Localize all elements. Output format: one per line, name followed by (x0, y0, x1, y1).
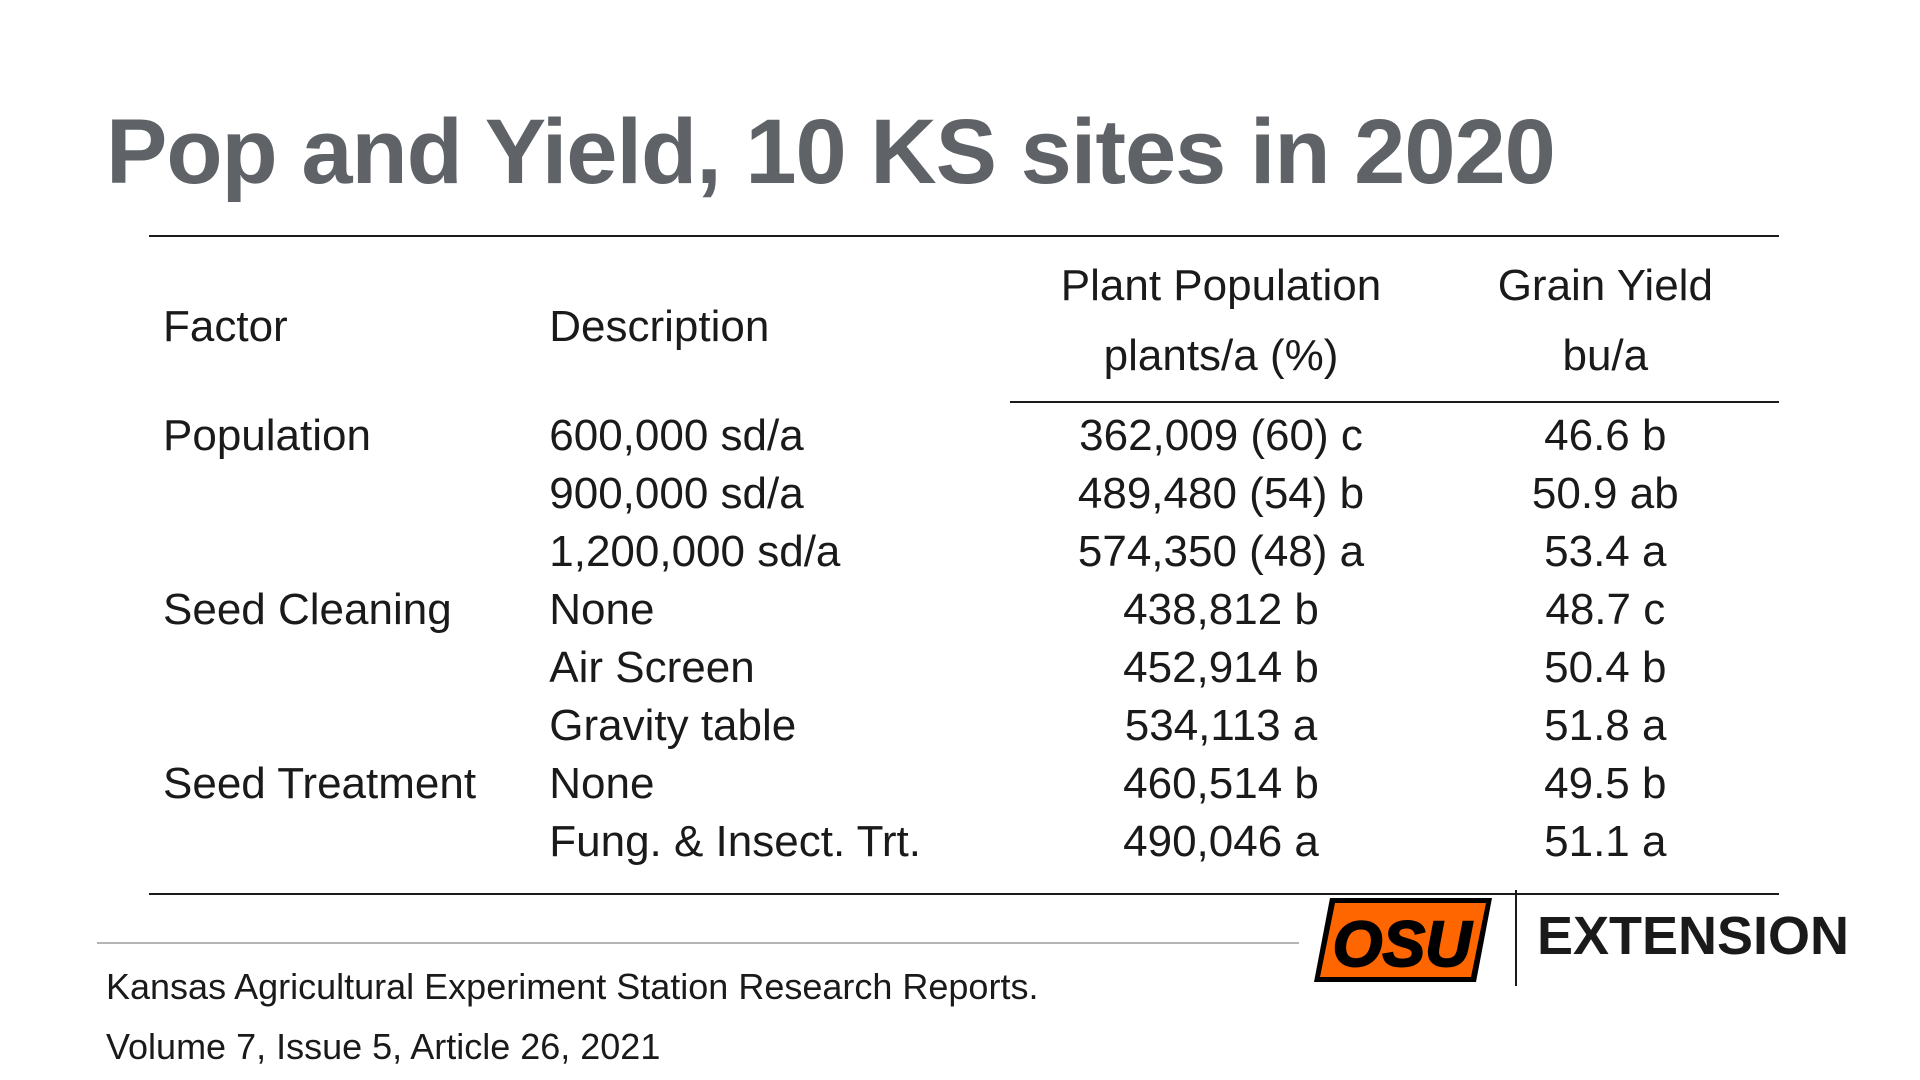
citation-line-2: Volume 7, Issue 5, Article 26, 2021 (106, 1026, 661, 1067)
data-table: Factor Description Plant Population Grai… (149, 235, 1779, 895)
cell-yield: 50.9 ab (1531, 469, 1679, 518)
cell-yield: 51.8 a (1544, 701, 1667, 750)
extension-label: EXTENSION (1537, 906, 1850, 966)
cell-description: None (549, 759, 655, 808)
cell-factor (149, 523, 535, 581)
header-description: Description (535, 235, 1011, 402)
cell-description: Air Screen (549, 643, 755, 692)
cell-factor: Population (163, 410, 371, 460)
table-row: 900,000 sd/a 489,480 (54) b 50.9 ab (149, 465, 1779, 523)
cell-yield: 50.4 b (1544, 643, 1667, 692)
table-row: Seed Cleaning None 438,812 b 48.7 c (149, 581, 1779, 639)
cell-yield: 53.4 a (1544, 527, 1667, 576)
table-row: Air Screen 452,914 b 50.4 b (149, 639, 1779, 697)
footer-divider (97, 942, 1299, 944)
cell-yield: 51.1 a (1431, 813, 1779, 895)
header-grain-yield: Grain Yield (1431, 235, 1779, 321)
table-row: Gravity table 534,113 a 51.8 a (149, 697, 1779, 755)
cell-population: 489,480 (54) b (1077, 469, 1365, 518)
cell-description: 900,000 sd/a (549, 469, 804, 518)
cell-factor: Seed Treatment (163, 759, 477, 808)
cell-yield: 49.5 b (1544, 759, 1667, 808)
cell-factor (149, 813, 536, 895)
table-row: Seed Treatment None 460,514 b 49.5 b (149, 755, 1779, 813)
header-grain-yield-unit: bu/a (1431, 321, 1779, 403)
cell-description: 600,000 sd/a (549, 410, 804, 460)
cell-yield: 46.6 b (1544, 411, 1667, 460)
cell-population: 452,914 b (1123, 643, 1319, 692)
table-row: Fung. & Insect. Trt. 490,046 a 51.1 a (149, 813, 1779, 895)
cell-population: 534,113 a (1124, 701, 1318, 750)
cell-population: 574,350 (48) a (1077, 527, 1365, 576)
header-plant-population-unit: plants/a (%) (1010, 321, 1432, 403)
table-row: 1,200,000 sd/a 574,350 (48) a 53.4 a (149, 523, 1779, 581)
header-plant-population: Plant Population (1010, 235, 1432, 321)
cell-yield: 48.7 c (1545, 585, 1666, 634)
cell-factor (149, 697, 535, 755)
cell-population: 362,009 (60) c (1079, 411, 1363, 460)
header-units-row: plants/a (%) bu/a (149, 321, 1779, 403)
osu-logo-icon: OSU (1314, 898, 1492, 982)
cell-description: Fung. & Insect. Trt. (535, 813, 1011, 895)
cell-description: 1,200,000 sd/a (549, 527, 841, 576)
cell-factor (149, 639, 535, 697)
slide-title: Pop and Yield, 10 KS sites in 2020 (106, 101, 1556, 203)
cell-factor (149, 465, 535, 523)
cell-factor: Seed Cleaning (163, 585, 452, 634)
cell-description: None (549, 585, 655, 634)
cell-population: 438,812 b (1123, 585, 1319, 634)
logo-divider (1515, 890, 1517, 986)
cell-population: 460,514 b (1123, 759, 1319, 808)
header-row: Factor Description Plant Population Grai… (149, 235, 1779, 402)
header-factor: Factor (149, 235, 536, 402)
citation-line-1: Kansas Agricultural Experiment Station R… (106, 966, 1039, 1007)
table-row: Population 600,000 sd/a 362,009 (60) c 4… (149, 402, 1779, 465)
osu-logo-text: OSU (1333, 908, 1473, 980)
cell-description: Gravity table (549, 701, 797, 750)
cell-population: 490,046 a (1010, 813, 1432, 895)
